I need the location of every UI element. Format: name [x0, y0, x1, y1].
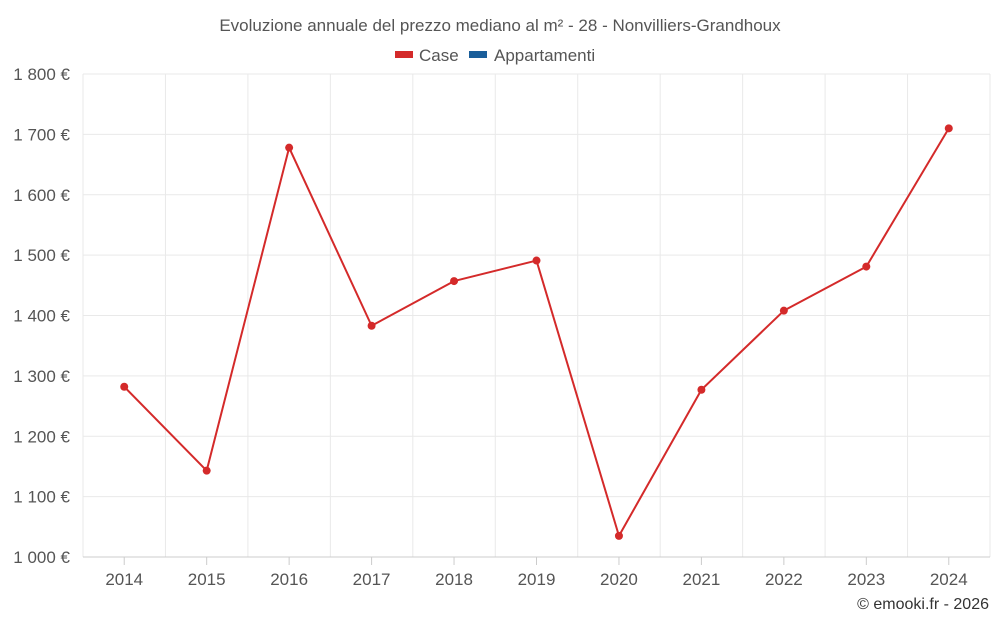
x-tick-label: 2016: [270, 570, 308, 589]
x-tick-label: 2019: [518, 570, 556, 589]
x-tick-label: 2022: [765, 570, 803, 589]
data-point[interactable]: [532, 256, 541, 265]
data-point[interactable]: [779, 306, 788, 315]
x-tick-label: 2015: [188, 570, 226, 589]
legend-item-case[interactable]: Case: [395, 46, 459, 65]
data-point[interactable]: [367, 321, 376, 330]
data-point[interactable]: [285, 143, 294, 152]
legend-label-appartamenti: Appartamenti: [494, 46, 595, 65]
data-point[interactable]: [944, 124, 953, 133]
legend-swatch-case: [395, 51, 413, 58]
x-tick-label: 2021: [682, 570, 720, 589]
y-tick-label: 1 000 €: [13, 548, 70, 567]
y-axis: 1 000 € 1 100 € 1 200 € 1 300 € 1 400 € 1 500…: [13, 65, 70, 567]
data-point[interactable]: [614, 531, 623, 540]
series-case: [120, 124, 953, 540]
y-tick-label: 1 600 €: [13, 186, 70, 205]
x-tick-label: 2014: [105, 570, 143, 589]
x-tick-label: 2017: [353, 570, 391, 589]
credit: © emooki.fr - 2026: [857, 596, 989, 613]
legend-item-appartamenti[interactable]: Appartamenti: [469, 46, 595, 65]
x-tick-label: 2024: [930, 570, 968, 589]
x-tick-label: 2018: [435, 570, 473, 589]
x-axis: 2014 2015 2016 2017 2018 2019 2020 2021 2022 2023…: [83, 556, 990, 589]
data-point[interactable]: [697, 385, 706, 394]
gridlines: [82, 73, 991, 558]
x-tick-label: 2020: [600, 570, 638, 589]
x-tick-label: 2023: [847, 570, 885, 589]
y-tick-label: 1 400 €: [13, 307, 70, 326]
legend-swatch-appartamenti: [469, 51, 487, 58]
data-point[interactable]: [862, 262, 871, 271]
chart-title: Evoluzione annuale del prezzo mediano al…: [219, 16, 781, 35]
data-point[interactable]: [450, 277, 459, 286]
legend: Case Appartamenti: [395, 46, 595, 65]
y-tick-label: 1 300 €: [13, 367, 70, 386]
legend-label-case: Case: [419, 46, 459, 65]
data-point[interactable]: [120, 382, 129, 391]
data-point[interactable]: [202, 466, 211, 475]
y-tick-label: 1 500 €: [13, 246, 70, 265]
y-tick-label: 1 800 €: [13, 65, 70, 84]
y-tick-label: 1 700 €: [13, 125, 70, 144]
y-tick-label: 1 200 €: [13, 427, 70, 446]
y-tick-label: 1 100 €: [13, 488, 70, 507]
